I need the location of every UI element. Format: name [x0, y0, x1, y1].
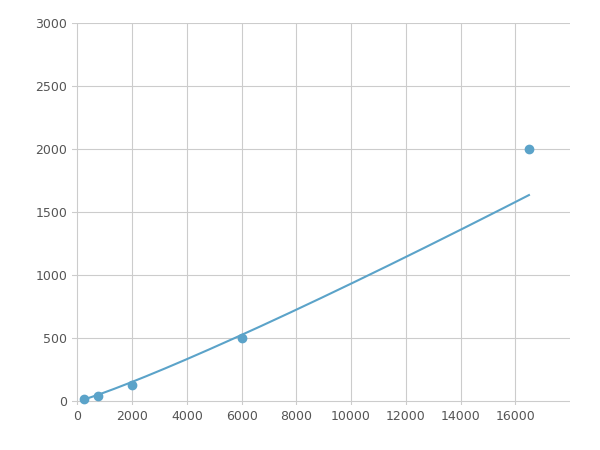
Point: [524, 145, 534, 153]
Point: [93, 392, 103, 400]
Point: [127, 382, 137, 389]
Point: [237, 334, 247, 342]
Point: [80, 395, 89, 402]
